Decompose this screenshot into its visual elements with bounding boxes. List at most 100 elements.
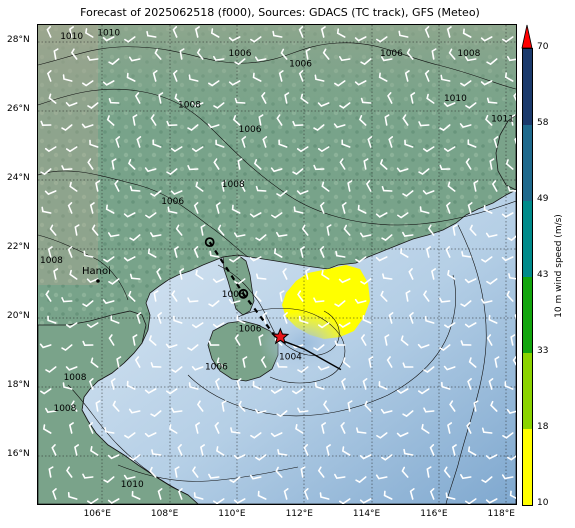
wind-barb: [255, 234, 267, 242]
isobar-label: 1006: [205, 363, 228, 373]
wind-barb: [378, 72, 388, 82]
wind-barb: [443, 146, 456, 153]
isobar-label: 1010: [97, 28, 120, 38]
wind-barb: [384, 334, 390, 346]
colorbar-extend-triangle: [521, 24, 533, 49]
wind-barb: [439, 164, 451, 170]
wind-barb: [321, 269, 330, 280]
wind-barb: [429, 444, 435, 456]
wind-barb: [91, 224, 99, 236]
wind-barb: [86, 322, 99, 329]
wind-barb: [165, 343, 178, 349]
wind-barb: [115, 136, 121, 148]
wind-barb: [153, 290, 159, 302]
tc-track-point: [238, 288, 249, 299]
wind-barb: [461, 251, 472, 258]
wind-barb: [123, 212, 136, 218]
wind-barb: [409, 312, 414, 324]
wind-barb: [129, 273, 141, 280]
wind-barb: [86, 278, 99, 284]
wind-barb: [321, 181, 330, 192]
isobar-label: 1008: [222, 290, 245, 300]
wind-barb: [381, 234, 393, 242]
wind-barb: [154, 48, 162, 60]
wind-barb: [52, 488, 57, 500]
wind-barb: [228, 299, 241, 304]
wind-barb: [486, 278, 498, 285]
wind-barb: [195, 181, 204, 192]
wind-barb: [132, 114, 138, 126]
colorbar-segment: [523, 49, 532, 125]
wind-barb: [128, 290, 136, 302]
wind-barb: [467, 202, 473, 214]
wind-barb: [490, 400, 498, 412]
wind-barb: [187, 344, 199, 352]
wind-barb: [402, 114, 409, 126]
wind-barb: [360, 97, 372, 104]
wind-barb: [208, 473, 220, 479]
wind-barb: [356, 427, 367, 434]
wind-barb: [87, 498, 99, 504]
wind-barb: [481, 476, 493, 484]
wind-barb: [170, 190, 183, 196]
wind-barb: [88, 422, 94, 434]
wind-barb: [44, 146, 57, 153]
latitude-tick-label: 24°N: [7, 173, 30, 184]
wind-barb: [179, 268, 185, 280]
map-panel[interactable]: 1010 1010 1006 1006 1006 1008 1010 1011 1008 1006…: [37, 24, 517, 505]
north-highlands: [38, 25, 516, 145]
isobar-label: 1008: [178, 101, 201, 111]
wind-barb: [167, 206, 178, 214]
wind-barb: [451, 444, 457, 456]
wind-barb: [61, 165, 73, 171]
wind-barb: [196, 48, 204, 60]
wind-barb: [512, 356, 516, 366]
wind-barb: [280, 48, 288, 60]
isobar-label: 1006: [161, 197, 184, 207]
wind-barb: [399, 248, 409, 258]
latitude-tick-label: 26°N: [7, 104, 30, 115]
wind-barb: [276, 190, 288, 197]
wind-barb: [468, 357, 477, 368]
longitude-tick-label: 106°E: [83, 509, 111, 519]
wind-barb: [40, 120, 52, 126]
wind-barb: [359, 454, 372, 460]
wind-barb: [207, 123, 220, 129]
wind-barb: [439, 297, 451, 303]
wind-barb: [375, 256, 388, 262]
wind-barb: [150, 190, 162, 197]
wind-barb: [67, 246, 73, 258]
wind-barb: [191, 102, 204, 107]
wind-barb: [507, 235, 516, 242]
wind-barb: [298, 315, 309, 324]
wind-barb: [491, 180, 498, 192]
wind-barb: [108, 58, 120, 66]
wind-barb: [493, 136, 499, 148]
wind-barb: [95, 400, 101, 412]
wind-barb: [241, 136, 247, 148]
isobar-label: 1011: [491, 114, 514, 124]
wind-barb: [276, 114, 283, 126]
wind-barb: [149, 232, 162, 238]
wind-barb: [334, 340, 346, 346]
wind-barb: [339, 102, 351, 109]
wind-barb: [236, 378, 242, 390]
wind-barb: [152, 70, 158, 82]
wind-barb: [46, 70, 52, 82]
wind-barb: [157, 488, 163, 500]
colorbar-segment: [523, 353, 532, 429]
wind-barb: [325, 444, 331, 456]
wind-barb: [422, 190, 435, 195]
wind-barb: [486, 58, 498, 66]
wind-barb: [320, 26, 326, 38]
isobar-label: 1006: [239, 325, 262, 335]
wind-barb: [347, 400, 353, 412]
wind-barb: [448, 48, 456, 60]
wind-barb: [236, 315, 246, 324]
wind-barb: [388, 312, 394, 324]
wind-barb: [445, 246, 451, 258]
wind-barb: [234, 334, 241, 346]
wind-barb: [213, 498, 225, 504]
wind-barb: [174, 466, 180, 478]
wind-barb: [230, 427, 241, 434]
